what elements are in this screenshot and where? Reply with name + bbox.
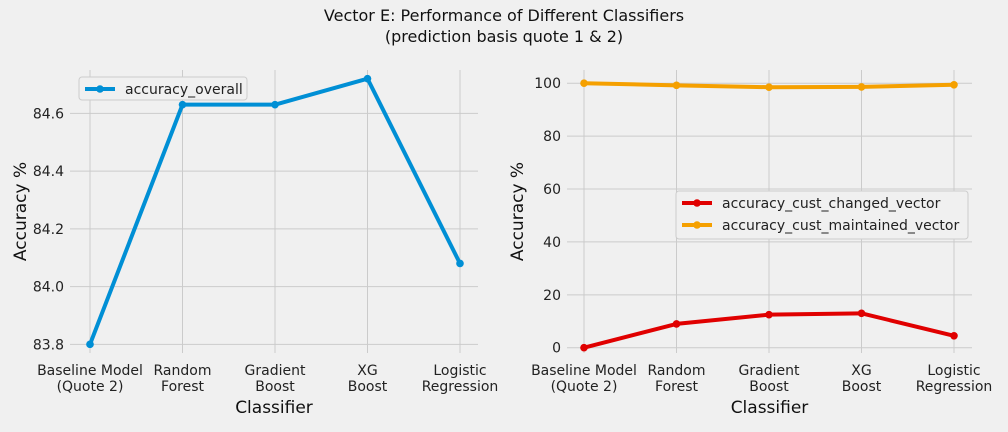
chart-1: 83.8 84.0 84.2 84.4 84.6 Baseline Model(Quote… xyxy=(11,70,498,418)
x-tick-label: Boost xyxy=(842,379,882,395)
y-axis-label: Accuracy % xyxy=(11,162,31,261)
data-point-accuracy_cust_changed_vector xyxy=(672,320,681,328)
legend-label: accuracy_cust_changed_vector xyxy=(722,196,941,212)
data-point-accuracy_overall xyxy=(178,100,187,109)
x-tick-label: Boost xyxy=(348,379,388,395)
data-point-accuracy_overall xyxy=(271,100,279,109)
data-point-accuracy_cust_maintained_vector xyxy=(672,81,681,90)
data-point-accuracy_cust_changed_vector xyxy=(765,310,773,319)
x-tick-label: Boost xyxy=(749,379,789,395)
x-tick-label: Random xyxy=(648,363,706,379)
x-tick-label: Forest xyxy=(161,379,204,395)
data-point-accuracy_cust_changed_vector xyxy=(857,309,866,318)
data-point-accuracy_cust_maintained_vector xyxy=(857,83,866,91)
data-point-accuracy_overall xyxy=(456,259,464,268)
legend-label: accuracy_cust_maintained_vector xyxy=(722,218,959,234)
y-tick-label: 84.6 xyxy=(33,106,64,122)
legend-box xyxy=(675,190,969,240)
legend-label: accuracy_overall xyxy=(125,82,243,98)
x-tick-label: Gradient xyxy=(245,363,306,379)
legend-marker xyxy=(693,221,701,229)
y-tick-label: 84.4 xyxy=(33,164,64,180)
x-axis-label: Classifier xyxy=(235,398,313,418)
y-tick-label: 80 xyxy=(543,129,561,145)
x-tick-label: (Quote 2) xyxy=(57,379,124,395)
figure-title-line2: (prediction basis quote 1 & 2) xyxy=(384,27,624,46)
x-tick-label: Gradient xyxy=(739,363,800,379)
data-point-accuracy_overall xyxy=(363,74,372,83)
y-tick-label: 84.0 xyxy=(33,280,64,296)
x-tick-label: Boost xyxy=(255,379,295,395)
data-point-accuracy_cust_changed_vector xyxy=(950,332,958,340)
y-tick-label: 100 xyxy=(534,76,561,92)
figure-title-line1: Vector E: Performance of Different Class… xyxy=(323,6,685,25)
x-tick-label: (Quote 2) xyxy=(551,379,618,395)
legend-box xyxy=(78,76,248,101)
x-tick-label: Random xyxy=(154,363,212,379)
data-point-accuracy_cust_maintained_vector xyxy=(950,81,958,89)
y-tick-label: 60 xyxy=(543,182,561,198)
x-tick-label: XG xyxy=(851,363,871,379)
x-tick-label: Baseline Model xyxy=(37,363,143,379)
chart-2: 0 20 40 60 80 100 Baseline Model(Quote 2) Rando… xyxy=(508,70,992,418)
legend-marker xyxy=(693,199,701,207)
x-tick-label: Regression xyxy=(422,379,499,395)
legend: accuracy_overall xyxy=(78,76,248,101)
x-tick-label: Logistic xyxy=(433,363,486,379)
legend-marker xyxy=(96,85,104,93)
x-axis-label: Classifier xyxy=(731,398,809,418)
x-tick-label: Baseline Model xyxy=(531,363,637,379)
data-point-accuracy_cust_maintained_vector xyxy=(765,83,773,91)
y-tick-label: 20 xyxy=(543,288,561,304)
y-axis-label: Accuracy % xyxy=(508,162,528,261)
y-tick-label: 40 xyxy=(543,235,561,251)
y-tick-label: 83.8 xyxy=(33,337,64,353)
x-tick-label: Regression xyxy=(916,379,993,395)
x-tick-label: Forest xyxy=(655,379,698,395)
x-tick-label: XG xyxy=(357,363,377,379)
legend: accuracy_cust_changed_vector accuracy_cus… xyxy=(675,190,969,240)
data-point-accuracy_cust_changed_vector xyxy=(580,343,588,352)
x-tick-label: Logistic xyxy=(927,363,980,379)
data-point-accuracy_overall xyxy=(86,340,94,349)
y-tick-label: 0 xyxy=(552,341,561,357)
y-tick-label: 84.2 xyxy=(33,222,64,238)
data-point-accuracy_cust_maintained_vector xyxy=(580,79,588,88)
